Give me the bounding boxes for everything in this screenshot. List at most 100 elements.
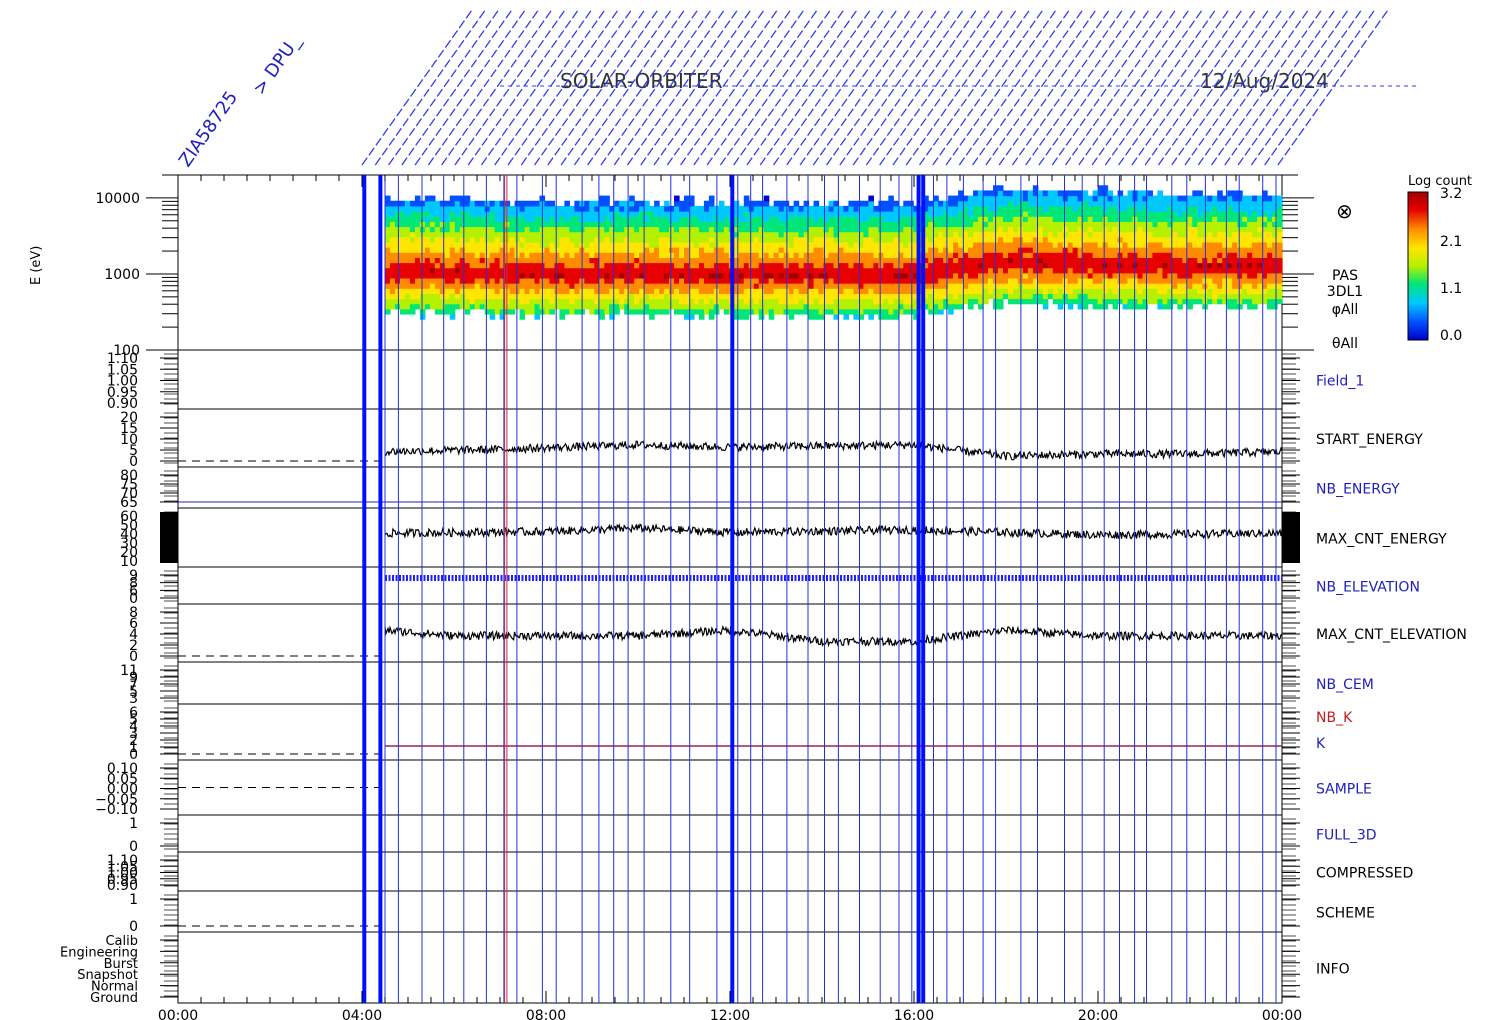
spectrogram-cell — [718, 205, 725, 212]
spectrogram-cell — [614, 231, 620, 238]
spectrogram-cell — [838, 283, 845, 289]
spectrogram-cell — [1032, 288, 1039, 294]
spectrogram-cell — [1037, 200, 1044, 207]
spectrogram-cell — [1107, 221, 1114, 228]
spectrogram-cell — [569, 216, 575, 222]
spectrogram-cell — [753, 216, 760, 222]
spectrogram-cell — [1092, 205, 1099, 212]
spectrogram-cell — [1047, 257, 1054, 264]
spectrogram-cell — [1077, 205, 1084, 212]
spectrogram-cell — [389, 241, 396, 248]
spectrogram-cell — [594, 267, 600, 274]
spectrogram-cell — [654, 211, 660, 217]
spectrogram-cell — [878, 308, 884, 315]
spectrogram-cell — [688, 247, 695, 253]
spectrogram-cell — [1067, 221, 1074, 228]
spectrogram-cell — [968, 226, 974, 233]
spectrogram-cell — [838, 216, 845, 222]
spectrogram-cell — [743, 241, 750, 248]
spectrogram-cell — [778, 303, 785, 310]
spectrogram-cell — [703, 267, 710, 274]
spectrogram-cell — [429, 262, 436, 269]
spectrogram-cell — [803, 288, 810, 294]
spectrogram-cell — [549, 247, 556, 253]
spectrogram-cell — [1167, 221, 1173, 228]
spectrogram-cell — [609, 221, 615, 228]
spectrogram-cell — [978, 195, 984, 202]
spectrogram-cell — [903, 303, 909, 310]
spectrogram-cell — [1217, 277, 1223, 284]
spectrogram-cell — [414, 252, 421, 258]
spectrogram-cell — [444, 277, 451, 284]
spectrogram-cell — [968, 288, 974, 294]
spectrogram-cell — [654, 231, 660, 238]
spectrogram-cell — [1012, 262, 1019, 269]
spectrogram-cell — [997, 288, 1004, 294]
spectrogram-cell — [1187, 200, 1193, 207]
spectrogram-cell — [1192, 231, 1198, 238]
spectrogram-cell — [549, 267, 556, 274]
spectrogram-cell — [1162, 205, 1168, 212]
spectrogram-cell — [389, 293, 396, 300]
spectrogram-cell — [778, 226, 785, 233]
panel-tick-label: 80 — [120, 468, 138, 484]
spectrogram-cell — [1057, 231, 1064, 238]
spectrogram-cell — [928, 236, 934, 243]
spectrogram-cell — [863, 267, 869, 274]
spectrogram-cell — [614, 303, 620, 310]
spectrogram-cell — [639, 257, 645, 264]
spectrogram-cell — [923, 272, 929, 279]
spectrogram-ytick-label: 10000 — [95, 191, 140, 207]
spectrogram-cell — [923, 283, 929, 289]
spectrogram-cell — [654, 247, 660, 253]
spectrogram-cell — [619, 241, 625, 248]
spectrogram-cell — [474, 247, 481, 253]
spectrogram-cell — [1112, 205, 1119, 212]
spectrogram-cell — [664, 303, 670, 310]
spectrogram-cell — [878, 303, 884, 310]
spectrogram-cell — [808, 288, 815, 294]
spectrogram-cell — [1027, 190, 1034, 197]
spectrogram-cell — [923, 252, 929, 258]
spectrogram-cell — [409, 247, 416, 253]
spectrogram-cell — [1082, 303, 1089, 310]
spectrogram-cell — [983, 283, 989, 289]
spectrogram-cell — [529, 252, 536, 258]
spectrogram-cell — [574, 241, 580, 248]
spectrogram-cell — [1122, 226, 1129, 233]
spectrogram-cell — [703, 303, 710, 310]
spectrogram-cell — [913, 241, 919, 248]
spectrogram-cell — [459, 236, 466, 243]
spectrogram-cell — [1252, 231, 1258, 238]
spectrogram-cell — [599, 241, 605, 248]
spectrogram-cell — [903, 205, 909, 212]
spectrogram-cell — [997, 236, 1004, 243]
spectrogram-cell — [564, 298, 570, 305]
spectrogram-cell — [898, 216, 904, 222]
spectrogram-cell — [464, 221, 471, 228]
spectrogram-cell — [1107, 200, 1114, 207]
spectrogram-cell — [1112, 252, 1119, 258]
spectrogram-cell — [1082, 257, 1089, 264]
spectrogram-cell — [1147, 205, 1154, 212]
spectrogram-cell — [594, 308, 600, 315]
spectrogram-cell — [1117, 200, 1124, 207]
spectrogram-cell — [693, 211, 700, 217]
spectrogram-cell — [918, 226, 924, 233]
spectrogram-cell — [978, 262, 984, 269]
spectrogram-cell — [1052, 205, 1059, 212]
spectrogram-cell — [629, 308, 635, 315]
spectrogram-cell — [1062, 211, 1069, 217]
spectrogram-cell — [1142, 283, 1149, 289]
spectrogram-cell — [908, 226, 914, 233]
spectrogram-cell — [1187, 247, 1193, 253]
spectrogram-cell — [793, 303, 800, 310]
spectrogram-cell — [763, 226, 770, 233]
spectrogram-cell — [1032, 283, 1039, 289]
spectrogram-cell — [424, 303, 431, 310]
spectrogram-cell — [958, 216, 964, 222]
spectrogram-cell — [614, 298, 620, 305]
spectrogram-cell — [509, 288, 516, 294]
spectrogram-cell — [639, 252, 645, 258]
spectrogram-cell — [594, 241, 600, 248]
